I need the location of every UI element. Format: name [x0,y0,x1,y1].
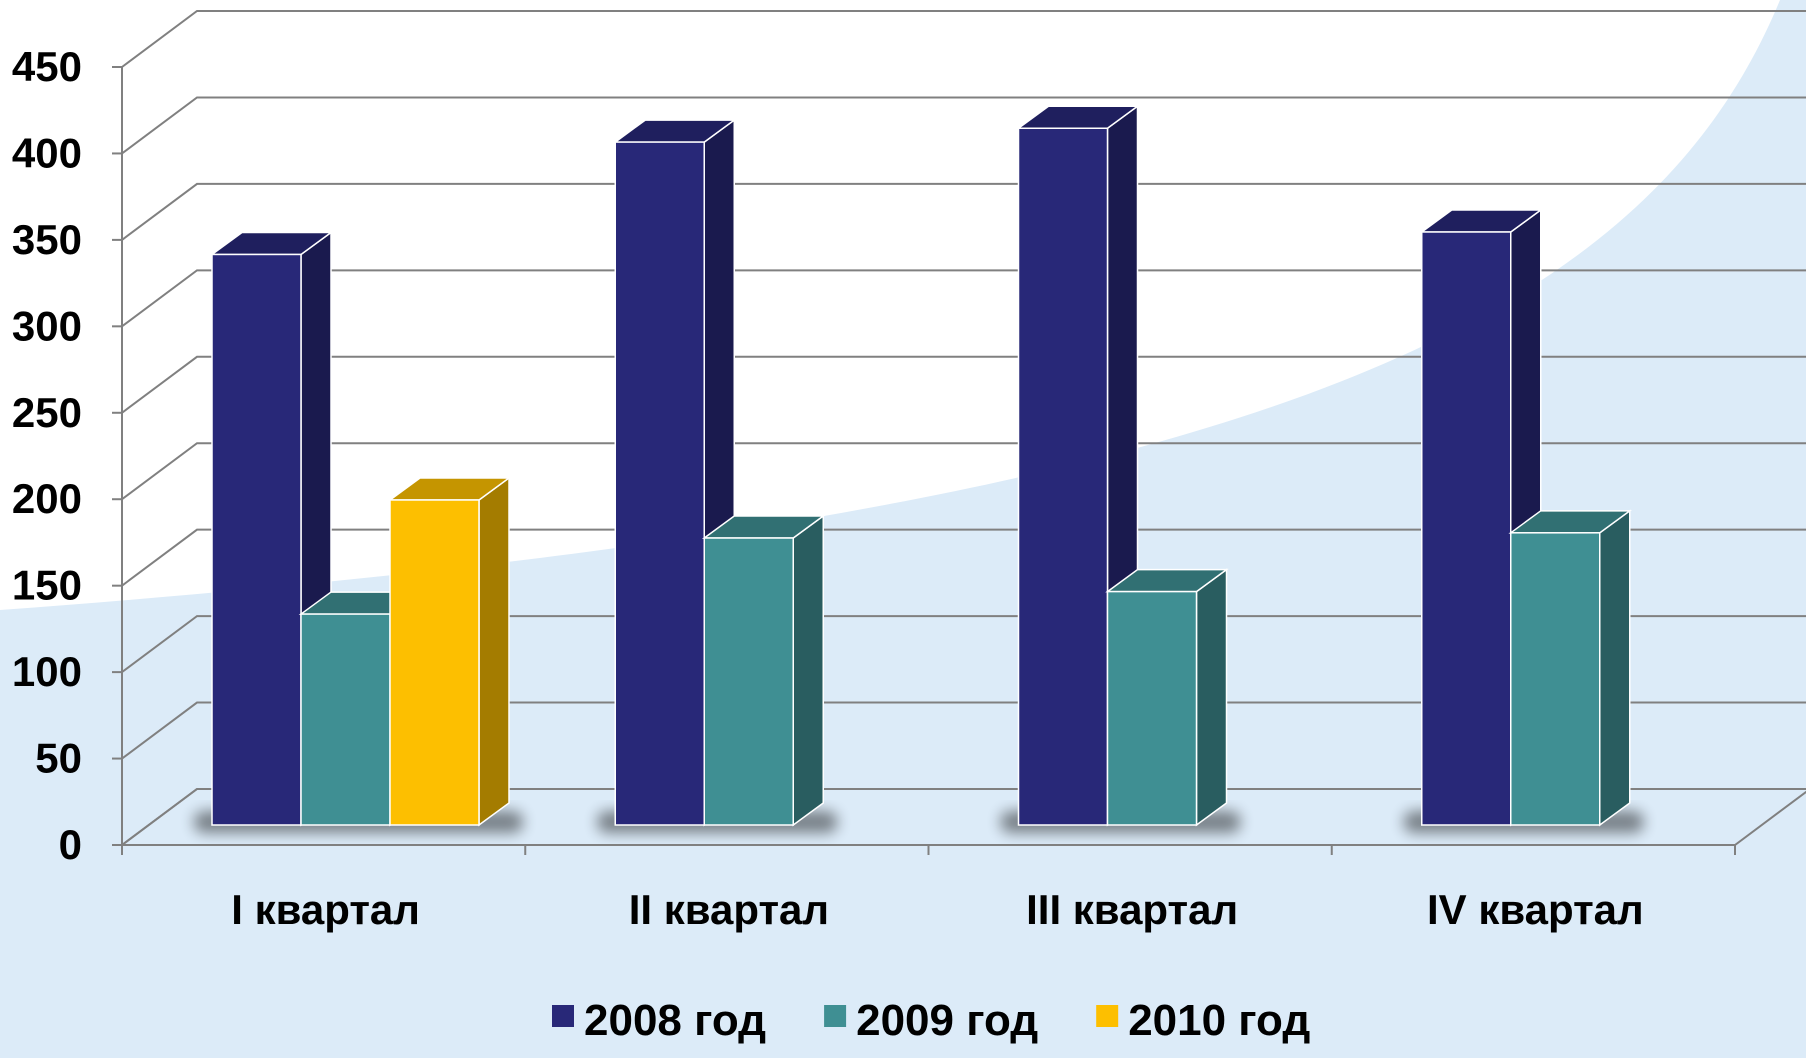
bar [612,118,737,827]
y-tick-label: 300 [12,302,82,349]
gridline [121,701,1806,760]
legend-swatch [1096,1005,1119,1027]
bar [387,476,512,827]
legend-label: 2008 год [584,996,766,1045]
legend-swatch [552,1005,574,1027]
gridline [121,10,1806,68]
gridline [121,182,1806,241]
axis-labels: 0 50 100 150 200 250 300 350 400 450 I квартал II к… [12,43,1644,933]
gridline [121,615,1806,673]
y-tick-label: 150 [12,562,82,609]
legend-swatch [824,1005,847,1027]
gridline [121,528,1806,587]
y-tick-label: 200 [12,475,82,522]
gridline [121,96,1806,155]
bar [1508,509,1633,827]
gridline [121,355,1806,414]
legend-item: 2009 год [824,996,1038,1045]
axes [112,66,1736,855]
y-tick-label: 350 [12,216,82,263]
x-category-label: II квартал [629,886,829,933]
x-category-label: I квартал [231,886,420,933]
bars [194,104,1644,833]
x-category-label: III квартал [1026,886,1238,933]
legend: 2008 год 2009 год 2010 год [552,996,1310,1045]
legend-item: 2010 год [1096,996,1310,1045]
y-tick-label: 250 [12,389,82,436]
legend-item: 2008 год [552,996,766,1045]
background-swoosh [0,0,1780,610]
y-tick-label: 0 [59,821,82,868]
y-tick-label: 450 [12,43,82,90]
legend-label: 2009 год [856,996,1038,1045]
y-tick-label: 100 [12,648,82,695]
bar [1105,568,1229,827]
legend-label: 2010 год [1128,996,1310,1045]
bar [701,514,826,827]
gridline [121,269,1806,328]
grid [118,10,1806,846]
x-category-label: IV квартал [1427,886,1644,933]
y-tick-label: 50 [35,735,82,782]
gridline [121,788,1806,846]
gridline [121,442,1806,501]
y-tick-label: 400 [12,129,82,176]
